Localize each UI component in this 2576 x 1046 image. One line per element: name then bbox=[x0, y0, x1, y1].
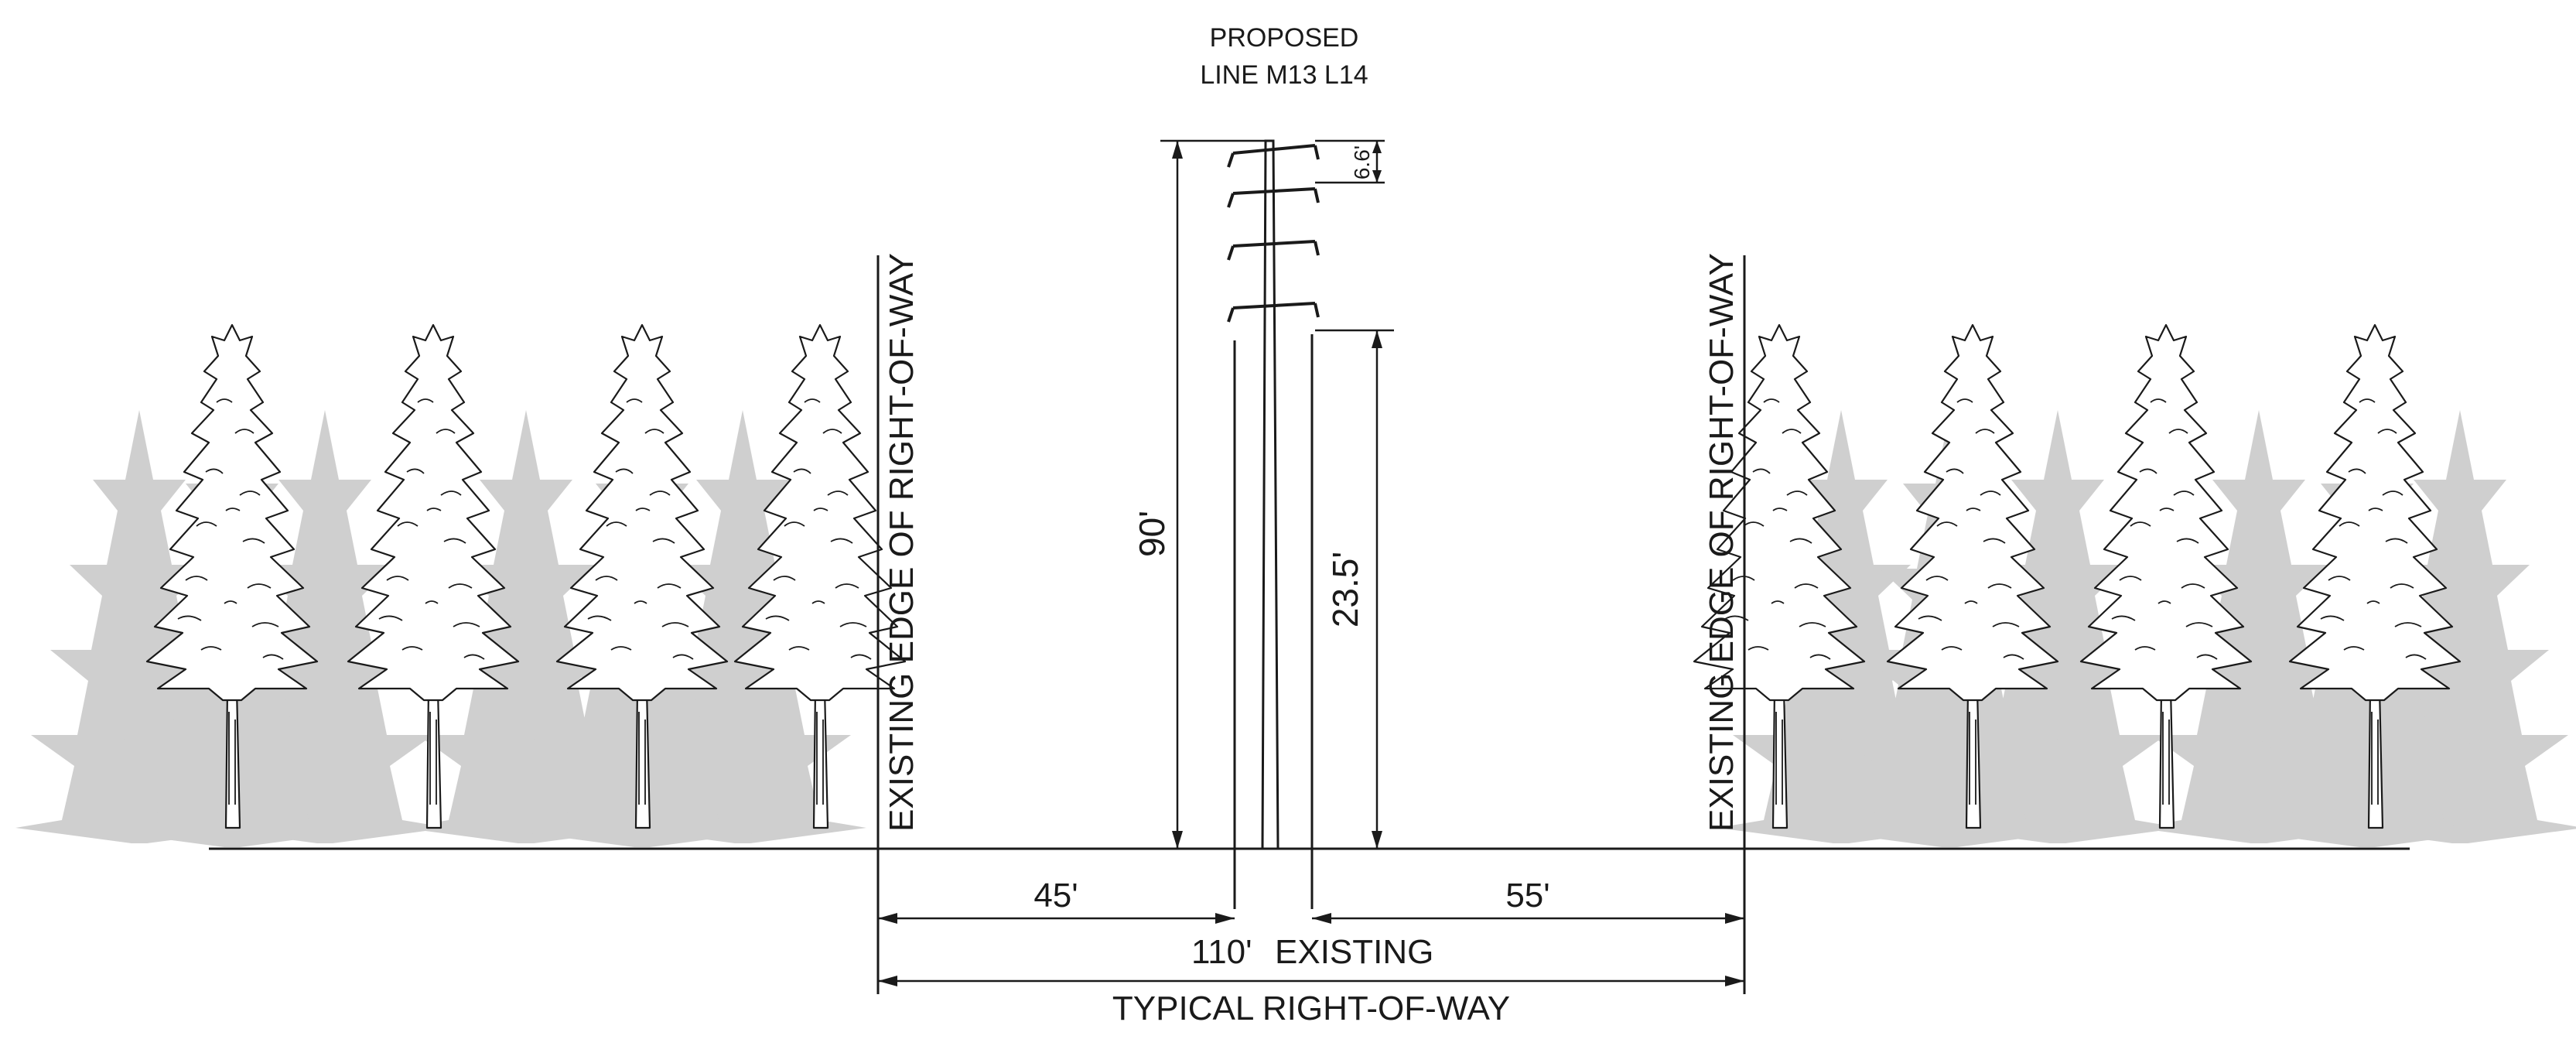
row-edge-right-label: EXISTING EDGE OF RIGHT-OF-WAY bbox=[1703, 253, 1741, 832]
row-width-label: 110' bbox=[1191, 933, 1252, 971]
title-line-1: PROPOSED bbox=[1210, 23, 1359, 53]
cross-arm bbox=[1227, 144, 1320, 168]
offset-right-dimension bbox=[1312, 913, 1744, 924]
offset-right-label: 55' bbox=[1505, 877, 1549, 914]
cross-arm bbox=[1227, 240, 1320, 261]
caption: TYPICAL RIGHT-OF-WAY bbox=[1112, 990, 1510, 1027]
arm-spacing-dimension bbox=[1315, 139, 1385, 184]
arm-spacing-label: 6.6' bbox=[1350, 145, 1374, 179]
row-width-dimension bbox=[878, 976, 1744, 986]
height-label: 90' bbox=[1132, 511, 1172, 557]
height-dimension bbox=[1160, 139, 1269, 850]
cross-arm bbox=[1227, 302, 1320, 323]
left-tree-group bbox=[15, 323, 907, 847]
clearance-label: 23.5' bbox=[1325, 552, 1365, 627]
pole bbox=[1261, 139, 1279, 850]
offset-left-label: 45' bbox=[1033, 877, 1078, 914]
row-edge-left-label: EXISTING EDGE OF RIGHT-OF-WAY bbox=[883, 253, 921, 832]
offset-left-dimension bbox=[878, 913, 1235, 924]
cross-arm bbox=[1227, 187, 1320, 208]
clearance-dimension bbox=[1315, 329, 1394, 850]
title-line-2: LINE M13 L14 bbox=[1200, 60, 1368, 90]
row-status-label: EXISTING bbox=[1275, 933, 1433, 971]
transmission-structure bbox=[1227, 139, 1320, 909]
right-tree-group bbox=[1693, 323, 2576, 847]
